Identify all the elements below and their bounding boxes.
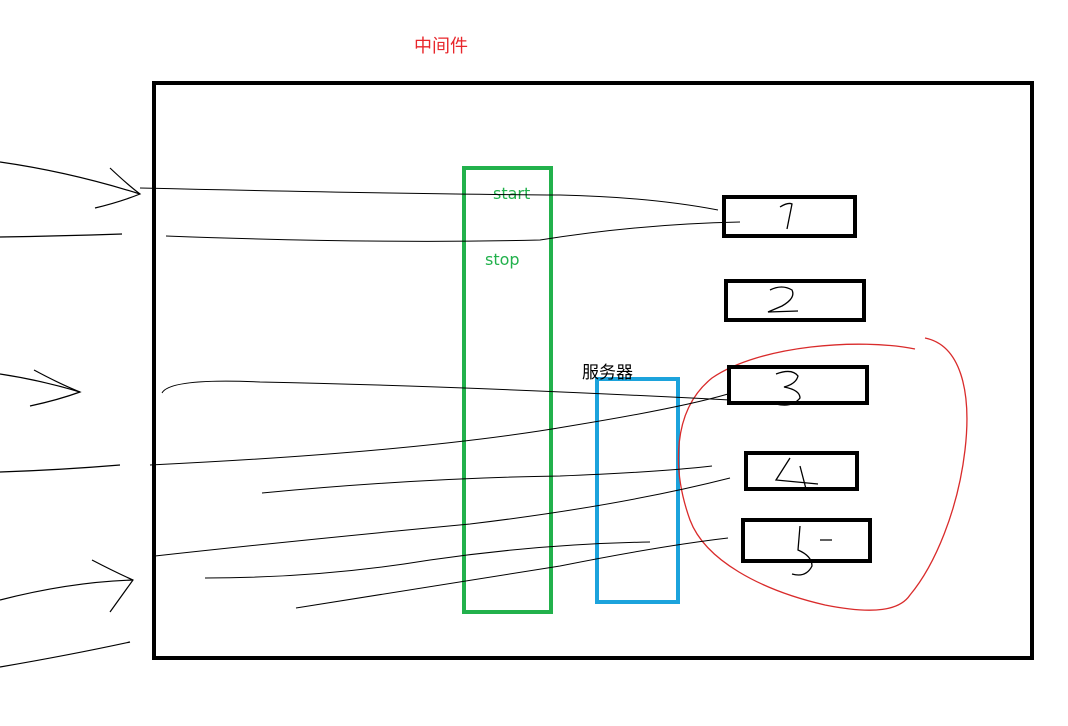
flow-line-6 <box>154 477 731 557</box>
arrow-5-shaft <box>0 579 134 601</box>
flow-line-5 <box>261 465 713 494</box>
flow-line-8 <box>295 537 729 609</box>
module-label-1-glyph <box>779 202 793 230</box>
arrow-5-head <box>91 559 134 613</box>
server-bar <box>595 377 680 604</box>
server-label: 服务器 <box>582 363 633 383</box>
flow-line-4 <box>149 393 729 466</box>
arrow-1-shaft <box>0 161 141 195</box>
flow-strokes <box>139 187 741 609</box>
module-digits <box>767 202 832 576</box>
flow-line-7 <box>204 541 651 579</box>
highlight-loop <box>677 337 968 611</box>
module-box-2 <box>724 279 866 322</box>
arrow-3-head <box>29 369 82 407</box>
module-label-3-glyph <box>775 370 801 406</box>
incoming-arrows <box>0 161 142 668</box>
module-box-4 <box>744 451 859 491</box>
diagram-title: 中间件 <box>414 36 468 57</box>
module-box-3 <box>727 365 869 405</box>
flow-line-2 <box>165 221 741 242</box>
module-box-1 <box>722 195 857 238</box>
module-boxes <box>722 195 872 563</box>
arrow-3-shaft <box>0 373 81 393</box>
stop-label: stop <box>485 250 520 269</box>
module-label-5-glyph <box>791 525 832 576</box>
module-label-2-glyph <box>767 286 799 313</box>
arrow-2-shaft <box>0 233 123 238</box>
middleware-bar <box>462 166 553 614</box>
module-box-5 <box>741 518 872 563</box>
arrow-1-head <box>94 167 142 209</box>
flow-line-3 <box>161 380 731 401</box>
outer-frame <box>152 81 1034 660</box>
module-label-4-glyph <box>774 457 819 490</box>
arrow-4-shaft <box>0 464 121 473</box>
arrow-6-shaft <box>0 641 131 668</box>
flow-line-1 <box>139 187 719 211</box>
start-label: start <box>493 184 530 203</box>
